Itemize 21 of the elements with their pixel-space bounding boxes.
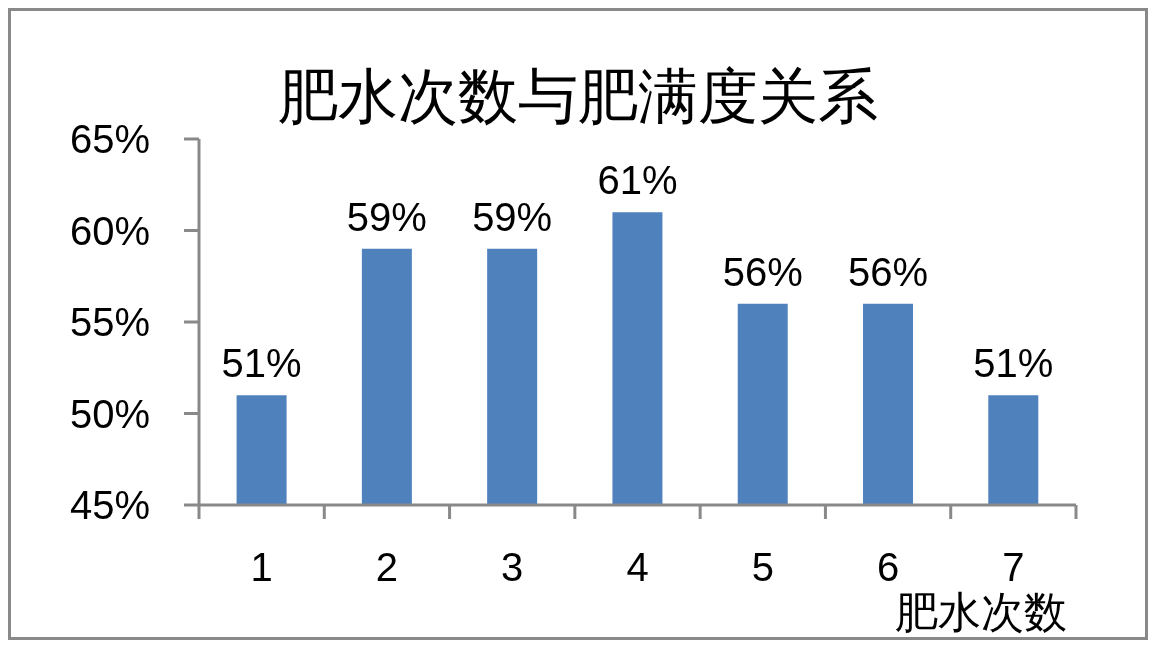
x-tick-label: 5 [751, 545, 774, 590]
data-label: 51% [973, 341, 1054, 386]
y-tick-label: 50% [69, 391, 150, 436]
x-tick-label: 7 [1002, 545, 1025, 590]
data-label: 56% [722, 249, 803, 294]
x-tick-label: 6 [876, 545, 900, 590]
data-label: 51% [221, 341, 302, 386]
data-label: 61% [597, 158, 678, 203]
y-tick-label: 65% [69, 117, 150, 162]
y-tick-label: 60% [69, 208, 150, 253]
data-label: 59% [472, 194, 553, 239]
x-tick-label: 4 [626, 545, 649, 590]
chart-title: 肥水次数与肥满度关系 [278, 61, 878, 131]
y-tick-label: 45% [69, 483, 150, 528]
data-label: 59% [346, 194, 427, 239]
y-tick-label: 55% [69, 300, 150, 345]
x-tick-label: 3 [501, 545, 524, 590]
x-tick-label: 1 [250, 545, 273, 590]
x-tick-label: 2 [375, 545, 399, 590]
data-label: 56% [847, 249, 929, 294]
x-axis-title: 肥水次数 [895, 587, 1067, 637]
